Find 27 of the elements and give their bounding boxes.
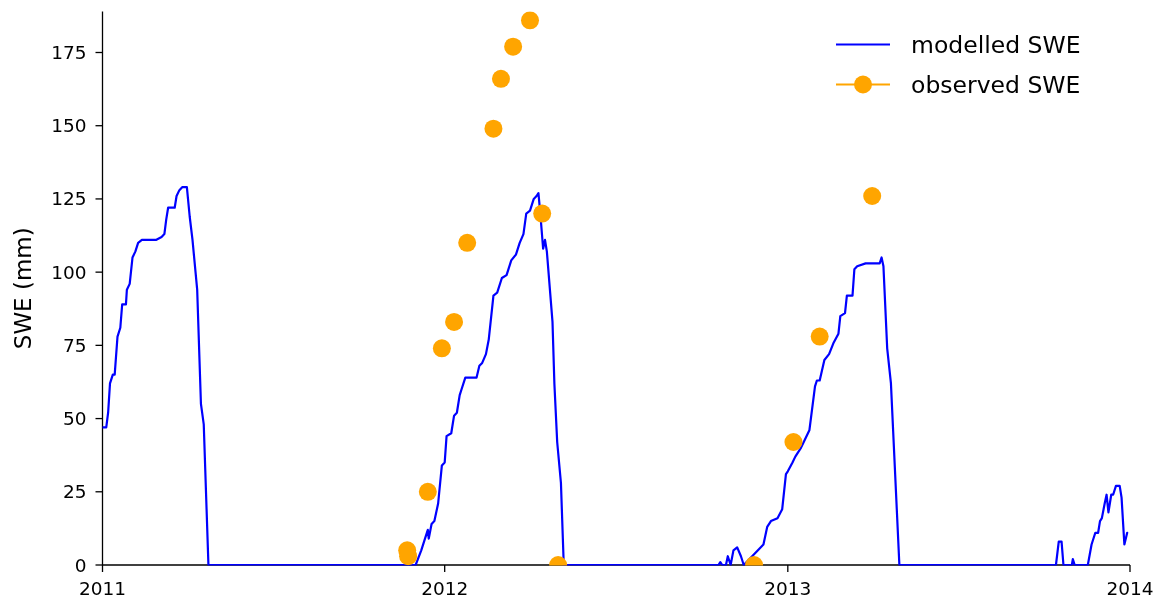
- point: [418, 482, 437, 501]
- point: [504, 37, 523, 56]
- point: [784, 433, 803, 451]
- x-tick-label: 2011: [78, 578, 127, 598]
- y-tick-label: 175: [51, 42, 87, 63]
- x-tick-label: 2012: [421, 578, 469, 598]
- y-tick-label: 125: [51, 188, 87, 210]
- x-tick-label: 2013: [764, 578, 812, 598]
- point: [521, 11, 539, 30]
- point: [810, 327, 829, 346]
- point: [432, 339, 451, 358]
- y-tick-label: 150: [51, 115, 87, 137]
- legend-label: modelled SWE: [911, 30, 1081, 59]
- x-tick-label: 2014: [1106, 578, 1154, 598]
- point: [484, 119, 503, 138]
- y-tick-label: 100: [51, 261, 87, 283]
- point: [863, 187, 882, 205]
- y-tick-label: 25: [62, 481, 87, 503]
- point: [533, 204, 552, 223]
- y-tick-label: 50: [62, 408, 87, 430]
- point: [445, 312, 464, 331]
- point: [458, 233, 477, 252]
- point: [491, 69, 510, 88]
- y-tick-label: 75: [62, 334, 87, 356]
- legend-label: observed SWE: [911, 70, 1081, 99]
- y-tick-label: 0: [74, 554, 87, 576]
- y-axis-title: SWE (mm): [10, 227, 36, 350]
